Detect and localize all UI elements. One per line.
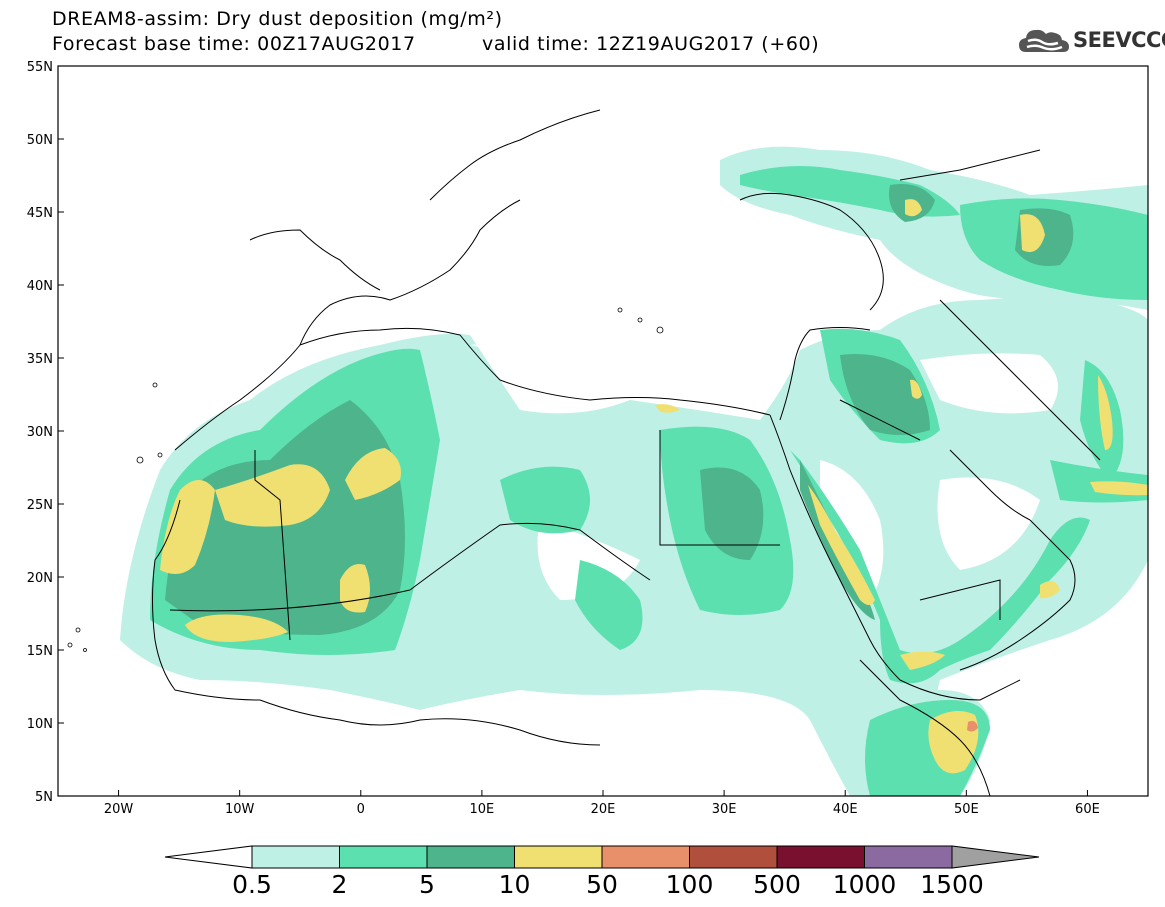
map-title: DREAM8-assim: Dry dust deposition (mg/m²… — [52, 8, 503, 30]
lat-tick-label: 30N — [27, 425, 53, 440]
lat-tick-label: 15N — [27, 644, 53, 659]
islands — [67, 307, 664, 652]
lon-tick-label: 20E — [591, 802, 616, 817]
lon-tick-label: 20W — [104, 802, 134, 817]
colorbar-label: 1500 — [920, 870, 984, 899]
colorbar-label: 2 — [331, 870, 348, 899]
logo-text: SEEVCCC — [1073, 28, 1165, 52]
latitude-ticks: 55N 50N 45N 40N 35N 30N 25N 20N 15N 10N 5N — [27, 60, 64, 805]
colorbar-label: 500 — [753, 870, 801, 899]
colorbar-label: 0.5 — [232, 870, 272, 899]
lat-tick-label: 45N — [27, 206, 53, 221]
valid-time: valid time: 12Z19AUG2017 (+60) — [482, 33, 820, 55]
dust-level-10 — [160, 199, 1148, 774]
lat-tick-label: 40N — [27, 279, 53, 294]
map-plot-area — [58, 66, 1148, 796]
lat-tick-label: 35N — [27, 352, 53, 367]
colorbar-label: 50 — [586, 870, 618, 899]
colorbar-label: 10 — [498, 870, 531, 899]
forecast-base-time: Forecast base time: 00Z17AUG2017 — [52, 33, 416, 55]
lat-tick-label: 5N — [35, 790, 53, 805]
lon-tick-label: 0 — [357, 802, 365, 817]
colorbar-label: 1000 — [832, 870, 897, 899]
lat-tick-label: 10N — [27, 717, 53, 732]
lon-tick-label: 10E — [470, 802, 495, 817]
lon-tick-label: 60E — [1075, 802, 1100, 817]
lon-tick-label: 50E — [954, 802, 979, 817]
cloud-icon — [1019, 29, 1069, 52]
lat-tick-label: 25N — [27, 498, 53, 513]
colorbar-label: 100 — [665, 870, 714, 899]
longitude-ticks: 20W 10W 0 10E 20E 30E 40E 50E 60E — [104, 790, 1100, 817]
coastlines — [152, 109, 1101, 796]
dust-level-50 — [967, 720, 978, 732]
lon-tick-label: 40E — [833, 802, 858, 817]
colorbar-label: 5 — [419, 870, 435, 899]
lat-tick-label: 50N — [27, 133, 53, 148]
lat-tick-label: 20N — [27, 571, 53, 586]
lat-tick-label: 55N — [27, 60, 53, 75]
seevccc-logo: SEEVCCC — [1018, 26, 1165, 56]
lon-tick-label: 10W — [225, 802, 255, 817]
lon-tick-label: 30E — [712, 802, 737, 817]
